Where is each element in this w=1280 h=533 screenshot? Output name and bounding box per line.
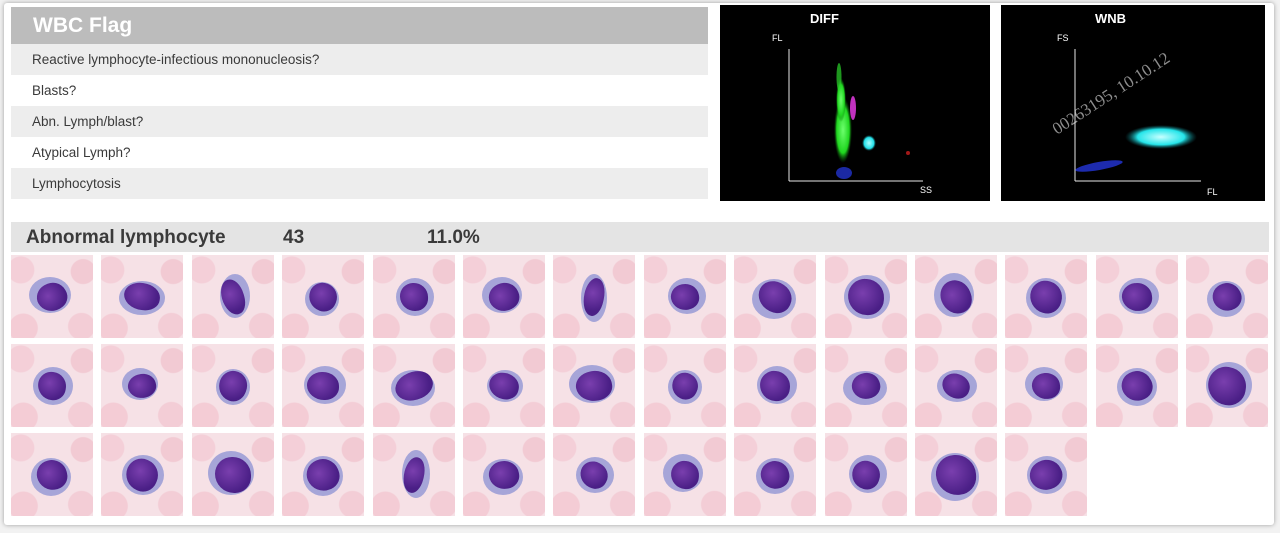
cell-thumbnail[interactable]	[101, 433, 183, 516]
abnormal-lymphocyte-count: 43	[283, 227, 305, 248]
cell-thumbnail[interactable]	[1096, 344, 1178, 427]
cell-image-grid	[11, 255, 1271, 519]
flag-item: Reactive lymphocyte-infectious mononucle…	[11, 44, 708, 75]
cell-thumbnail[interactable]	[282, 433, 364, 516]
cell-thumbnail[interactable]	[553, 433, 635, 516]
cell-thumbnail[interactable]	[1005, 255, 1087, 338]
wnb-y-label: FS	[1057, 33, 1069, 43]
wbc-flag-panel: WBC Flag Reactive lymphocyte-infectious …	[11, 7, 708, 199]
cell-thumbnail[interactable]	[463, 433, 545, 516]
diff-y-label: FL	[772, 33, 783, 43]
wnb-x-label: FL	[1207, 187, 1218, 197]
cell-thumbnail[interactable]	[915, 433, 997, 516]
cell-thumbnail[interactable]	[282, 255, 364, 338]
flag-item: Abn. Lymph/blast?	[11, 106, 708, 137]
abnormal-lymphocyte-title: Abnormal lymphocyte	[26, 227, 226, 248]
abnormal-lymphocyte-bar: Abnormal lymphocyte 43 11.0%	[11, 222, 1269, 252]
cell-thumbnail[interactable]	[192, 433, 274, 516]
diff-title: DIFF	[810, 11, 839, 26]
diff-scattergram: DIFF FL SS	[720, 5, 990, 201]
flag-item: Lymphocytosis	[11, 168, 708, 199]
cell-thumbnail[interactable]	[1186, 255, 1268, 338]
cell-thumbnail[interactable]	[373, 433, 455, 516]
cell-thumbnail[interactable]	[915, 255, 997, 338]
cell-thumbnail[interactable]	[644, 344, 726, 427]
cell-thumbnail[interactable]	[734, 344, 816, 427]
cell-thumbnail[interactable]	[553, 255, 635, 338]
cell-thumbnail[interactable]	[101, 255, 183, 338]
cell-thumbnail[interactable]	[373, 344, 455, 427]
cell-thumbnail[interactable]	[644, 433, 726, 516]
cell-thumbnail[interactable]	[1005, 433, 1087, 516]
cell-thumbnail[interactable]	[1096, 255, 1178, 338]
cell-thumbnail[interactable]	[553, 344, 635, 427]
cell-thumbnail[interactable]	[11, 344, 93, 427]
wnb-watermark: 00263195, 10.10.12	[1049, 48, 1173, 138]
abnormal-lymphocyte-percent: 11.0%	[427, 227, 480, 248]
wnb-scattergram: WNB FS FL 00263195, 10.10.12	[1001, 5, 1265, 201]
cell-thumbnail[interactable]	[825, 255, 907, 338]
diff-x-label: SS	[920, 185, 932, 195]
cell-thumbnail[interactable]	[825, 433, 907, 516]
cell-thumbnail[interactable]	[734, 433, 816, 516]
cell-thumbnail[interactable]	[282, 344, 364, 427]
cell-thumbnail[interactable]	[373, 255, 455, 338]
cell-thumbnail[interactable]	[825, 344, 907, 427]
cell-thumbnail[interactable]	[11, 255, 93, 338]
cell-nucleus	[306, 371, 340, 400]
cell-thumbnail[interactable]	[1186, 344, 1268, 427]
wnb-title: WNB	[1095, 11, 1126, 26]
cell-thumbnail[interactable]	[463, 255, 545, 338]
cell-thumbnail[interactable]	[11, 433, 93, 516]
cell-thumbnail[interactable]	[101, 344, 183, 427]
cell-nucleus	[215, 456, 251, 493]
cell-thumbnail[interactable]	[192, 344, 274, 427]
flag-item: Blasts?	[11, 75, 708, 106]
cell-thumbnail[interactable]	[463, 344, 545, 427]
cell-thumbnail[interactable]	[192, 255, 274, 338]
flag-item: Atypical Lymph?	[11, 137, 708, 168]
cell-thumbnail[interactable]	[915, 344, 997, 427]
cell-thumbnail[interactable]	[734, 255, 816, 338]
wbc-flag-title: WBC Flag	[11, 7, 708, 44]
cell-thumbnail[interactable]	[1005, 344, 1087, 427]
cell-nucleus	[1024, 453, 1068, 496]
cell-thumbnail[interactable]	[644, 255, 726, 338]
